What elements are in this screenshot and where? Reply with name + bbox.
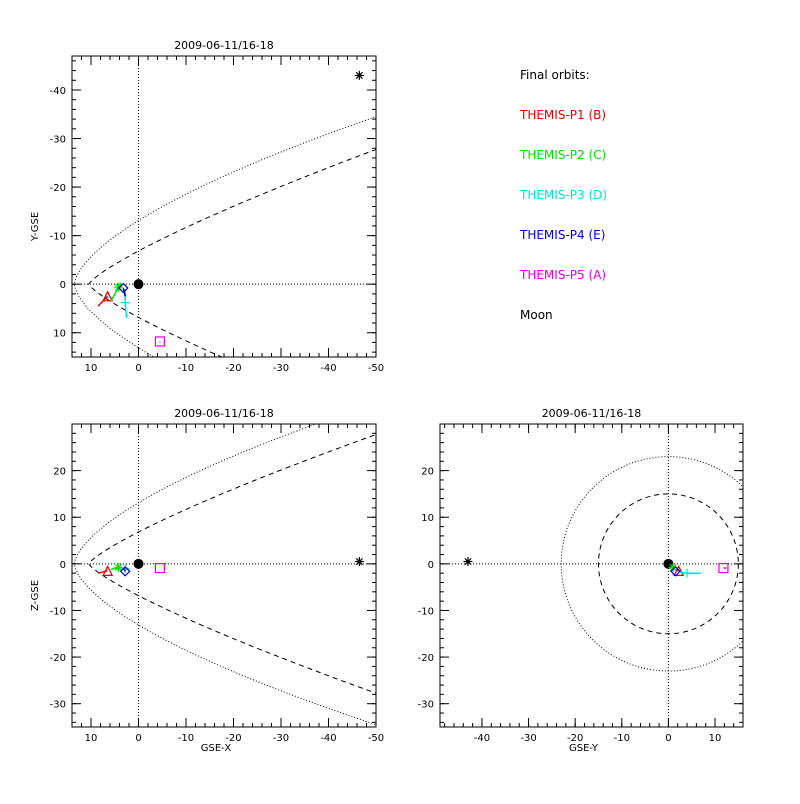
y-tick-label: 0 xyxy=(428,560,434,571)
y-tick-label: -30 xyxy=(50,135,66,146)
p2-asterisk-marker xyxy=(114,282,124,292)
plot-frame-2 xyxy=(439,423,744,728)
plot-title: 2009-06-11/16-18 xyxy=(174,407,274,420)
x-tick-label: 0 xyxy=(135,733,141,744)
y-tick-label: -10 xyxy=(418,606,434,617)
x-tick-label: -10 xyxy=(178,363,194,374)
y-axis-label: Y-GSE xyxy=(30,212,41,242)
y-axis-label: Z-GSE xyxy=(30,580,41,611)
p1-triangle-marker xyxy=(102,290,114,302)
p5-square-marker xyxy=(154,336,165,347)
plot-area-0 xyxy=(72,56,376,357)
y-tick-label: 0 xyxy=(60,280,66,291)
plot-area-1 xyxy=(72,424,376,727)
x-tick-label: -40 xyxy=(320,363,336,374)
x-tick-label: 10 xyxy=(709,733,722,744)
x-tick-label: -20 xyxy=(225,733,241,744)
x-tick-label: -20 xyxy=(567,733,583,744)
magnetopause-circle xyxy=(597,493,739,635)
p3-plus-marker xyxy=(120,564,130,574)
y-tick-label: 0 xyxy=(60,560,66,571)
y-tick-label: -20 xyxy=(50,183,66,194)
plot-frame-0 xyxy=(71,55,377,358)
x-axis-label: GSE-Y xyxy=(569,743,599,754)
y-tick-label: 10 xyxy=(421,513,434,524)
y-tick-label: 10 xyxy=(53,513,66,524)
y-tick-label: 20 xyxy=(421,467,434,478)
x-tick-label: 10 xyxy=(85,733,98,744)
bow-shock-curve xyxy=(73,116,376,357)
legend-item-p4: THEMIS-P4 (E) xyxy=(520,228,606,242)
x-tick-label: 10 xyxy=(85,363,98,374)
p5-square-marker xyxy=(154,562,165,574)
y-tick-label: -40 xyxy=(50,86,66,97)
bow-shock-circle xyxy=(560,456,743,672)
x-tick-label: -10 xyxy=(614,733,630,744)
x-tick-label: -50 xyxy=(368,363,384,374)
x-tick-label: 0 xyxy=(665,733,671,744)
legend-item-moon: Moon xyxy=(520,308,553,322)
y-tick-label: -20 xyxy=(50,653,66,664)
p4-diamond-marker xyxy=(119,565,131,577)
x-tick-label: -20 xyxy=(225,363,241,374)
x-tick-label: -40 xyxy=(474,733,490,744)
plot-title: 2009-06-11/16-18 xyxy=(174,39,274,52)
bow-shock-curve xyxy=(73,424,376,726)
moon-asterisk-marker xyxy=(463,557,473,567)
p2-asterisk-marker xyxy=(114,563,124,573)
p2-asterisk-marker xyxy=(668,563,678,573)
legend-item-p2: THEMIS-P2 (C) xyxy=(520,148,607,162)
moon-asterisk-marker xyxy=(354,70,364,80)
x-tick-label: -30 xyxy=(520,733,536,744)
magnetopause-curve xyxy=(87,433,376,694)
plot-title: 2009-06-11/16-18 xyxy=(542,407,642,420)
x-axis-label: GSE-X xyxy=(201,743,232,754)
p3-plus-marker xyxy=(682,568,692,578)
magnetopause-curve xyxy=(87,148,376,357)
y-tick-label: 20 xyxy=(53,467,66,478)
x-tick-label: -30 xyxy=(273,733,289,744)
earth-marker xyxy=(133,279,144,290)
legend-item-p3: THEMIS-P3 (D) xyxy=(520,188,608,202)
legend-item-p1: THEMIS-P1 (B) xyxy=(520,108,607,122)
x-tick-label: -30 xyxy=(273,363,289,374)
x-tick-label: -40 xyxy=(320,733,336,744)
moon-asterisk-marker xyxy=(354,557,364,567)
plot-frame-1 xyxy=(71,423,377,728)
legend-item-p5: THEMIS-P5 (A) xyxy=(520,268,607,282)
plot-area-2 xyxy=(440,424,743,727)
x-tick-label: -50 xyxy=(368,733,384,744)
p5-square-marker xyxy=(718,562,729,574)
x-tick-label: 0 xyxy=(135,363,141,374)
y-tick-label: 10 xyxy=(53,329,66,340)
p4-diamond-marker xyxy=(117,282,129,294)
y-tick-label: -10 xyxy=(50,232,66,243)
y-tick-label: -30 xyxy=(50,700,66,711)
y-tick-label: -20 xyxy=(418,653,434,664)
p3-plus-marker xyxy=(120,298,130,308)
y-tick-label: -30 xyxy=(418,700,434,711)
x-tick-label: -10 xyxy=(178,733,194,744)
p1-orbit-track xyxy=(97,570,108,574)
legend-title: Final orbits: xyxy=(520,68,590,82)
p1-triangle-marker xyxy=(673,564,685,576)
p4-diamond-marker xyxy=(670,565,681,577)
y-tick-label: -10 xyxy=(50,606,66,617)
earth-marker xyxy=(133,558,144,569)
p1-triangle-marker xyxy=(102,564,114,576)
